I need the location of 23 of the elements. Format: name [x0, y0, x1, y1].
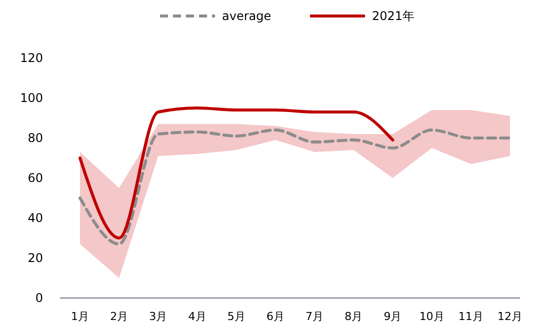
x-tick-label: 11月 [458, 310, 484, 323]
line-series [78, 106, 394, 240]
line-series [78, 128, 512, 246]
x-tick-label: 5月 [227, 310, 246, 323]
y-tick-label: 0 [35, 291, 43, 305]
x-tick-label: 2月 [110, 310, 128, 323]
x-tick-label: 12月 [498, 310, 522, 323]
y-tick-label: 120 [20, 51, 43, 65]
y-tick-label: 60 [28, 171, 43, 185]
x-tick-label: 4月 [188, 310, 206, 323]
y-tick-label: 20 [28, 251, 43, 265]
x-tick-label: 9月 [384, 310, 402, 323]
x-tick-label: 3月 [149, 310, 168, 323]
y-tick-label: 40 [28, 211, 43, 225]
x-tick-label: 8月 [344, 310, 363, 323]
x-tick-label: 6月 [266, 310, 284, 323]
legend-label: average [222, 9, 272, 23]
x-tick-label: 1月 [71, 310, 89, 323]
x-tick-label: 10月 [419, 310, 444, 323]
legend-label: 2021年 [372, 9, 415, 23]
x-tick-label: 7月 [306, 310, 324, 323]
y-tick-label: 100 [20, 91, 43, 105]
y-tick-label: 80 [28, 131, 43, 145]
